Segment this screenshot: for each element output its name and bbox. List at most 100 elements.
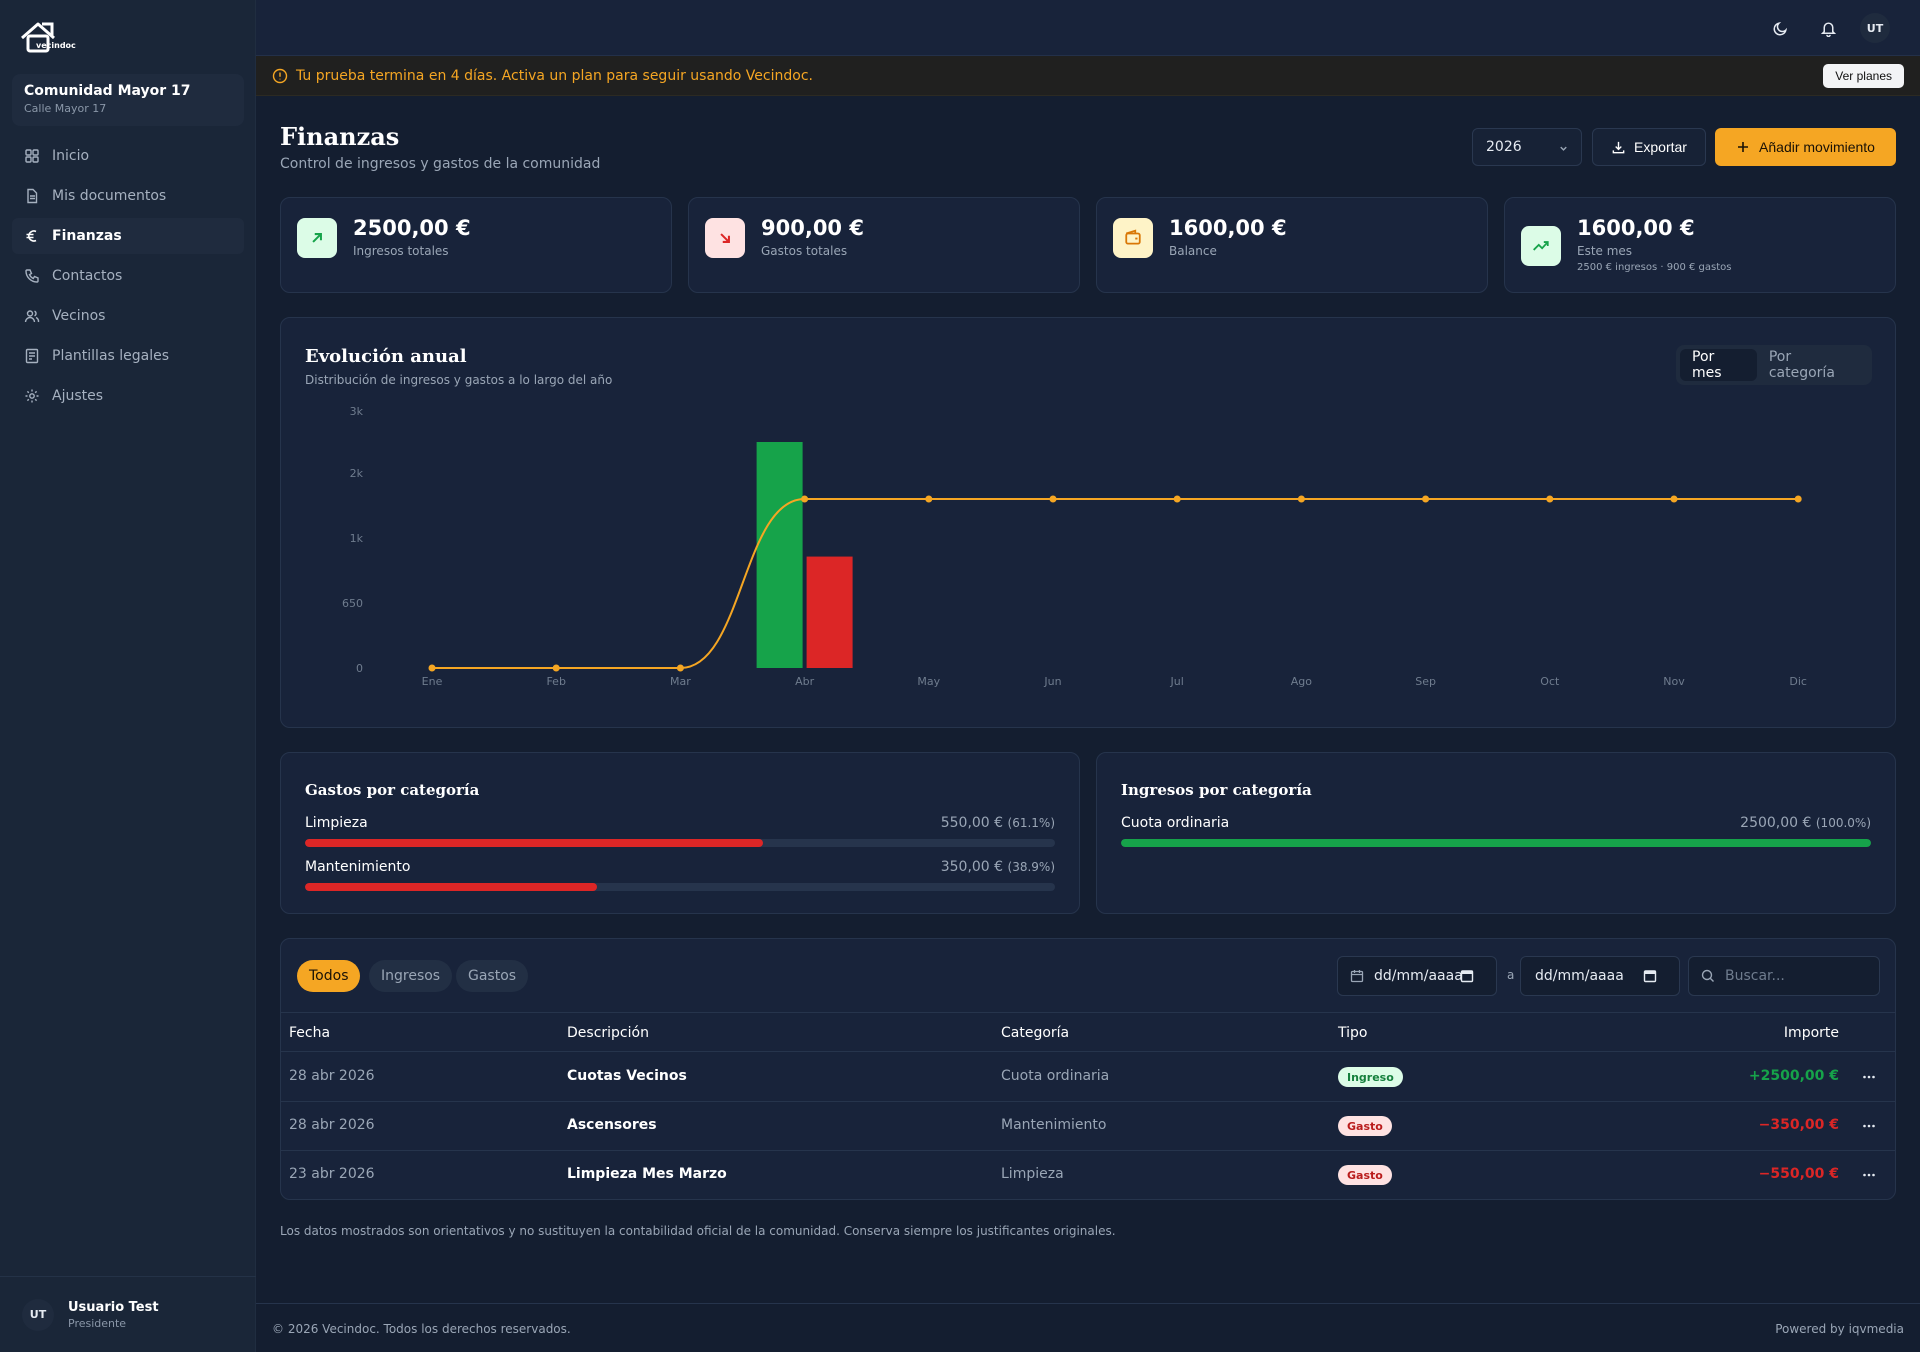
powered-by-link[interactable]: Powered by iqvmedia xyxy=(1775,1322,1904,1336)
sidebar-item-ajustes[interactable]: Ajustes xyxy=(12,378,244,414)
filter-todos[interactable]: Todos xyxy=(297,960,361,992)
alert-icon xyxy=(272,68,288,83)
disclaimer: Los datos mostrados son orientativos y n… xyxy=(280,1224,1116,1238)
category-name: Limpieza xyxy=(305,815,368,831)
column-header-importe[interactable]: Importe xyxy=(1783,1025,1839,1041)
view-plans-button[interactable]: Ver planes xyxy=(1823,64,1904,88)
table-row[interactable]: 28 abr 2026 Ascensores Mantenimiento Gas… xyxy=(281,1102,1895,1151)
y-tick-label: 3k xyxy=(350,405,364,418)
table-row[interactable]: 23 abr 2026 Limpieza Mes Marzo Limpieza … xyxy=(281,1151,1895,1200)
filter-gastos[interactable]: Gastos xyxy=(456,960,529,992)
table-row[interactable]: 28 abr 2026 Cuotas Vecinos Cuota ordinar… xyxy=(281,1053,1895,1102)
column-header-tipo[interactable]: Tipo xyxy=(1338,1025,1368,1041)
sidebar-item-inicio[interactable]: Inicio xyxy=(12,138,244,174)
y-tick-label: 1k xyxy=(350,532,364,545)
table-body: 28 abr 2026 Cuotas Vecinos Cuota ordinar… xyxy=(281,1053,1895,1200)
balance-point xyxy=(925,495,933,503)
arrow-up-right-icon xyxy=(297,218,337,258)
category-value: 2500,00 € xyxy=(1740,815,1812,831)
date-from-input[interactable]: dd/mm/aaaa xyxy=(1337,956,1497,996)
user-menu[interactable]: UT Usuario Test Presidente xyxy=(0,1276,256,1352)
community-name: Comunidad Mayor 17 xyxy=(24,83,191,99)
row-amount: −350,00 € xyxy=(1758,1117,1839,1133)
stat-value: 1600,00 € xyxy=(1577,216,1695,240)
avatar[interactable]: UT xyxy=(1860,13,1890,43)
add-movement-label: Añadir movimiento xyxy=(1759,139,1875,155)
income-by-category-card: Ingresos por categoría Cuota ordinaria 2… xyxy=(1096,752,1896,914)
calendar-picker-icon[interactable] xyxy=(1460,969,1474,983)
balance-point xyxy=(1794,495,1802,503)
more-icon[interactable] xyxy=(1859,1067,1879,1087)
balance-point xyxy=(552,664,560,672)
chart-subtitle: Distribución de ingresos y gastos a lo l… xyxy=(305,373,613,387)
stat-label: Este mes xyxy=(1577,244,1633,258)
income-category-title: Ingresos por categoría xyxy=(1121,781,1312,799)
community-switcher[interactable]: Comunidad Mayor 17 Calle Mayor 17 xyxy=(12,74,244,126)
date-range-separator: a xyxy=(1507,968,1515,982)
bar-expense xyxy=(806,556,853,668)
sidebar: vecindoc Comunidad Mayor 17 Calle Mayor … xyxy=(0,0,256,1352)
search-placeholder: Buscar... xyxy=(1725,968,1785,984)
export-button[interactable]: Exportar xyxy=(1592,128,1706,166)
more-icon[interactable] xyxy=(1859,1165,1879,1185)
stat-value: 900,00 € xyxy=(761,216,864,240)
x-tick-label: Mar xyxy=(670,675,691,688)
toggle-by-month[interactable]: Por mes xyxy=(1680,349,1757,381)
search-icon xyxy=(1701,969,1714,982)
community-address: Calle Mayor 17 xyxy=(24,102,107,115)
trial-banner: Tu prueba termina en 4 días. Activa un p… xyxy=(256,56,1920,96)
y-tick-label: 0 xyxy=(356,662,363,675)
type-badge: Gasto xyxy=(1338,1116,1392,1136)
download-icon xyxy=(1612,141,1625,153)
stat-card-expenses: 900,00 € Gastos totales xyxy=(688,197,1080,293)
sidebar-nav: Inicio Mis documentos Finanzas Contactos… xyxy=(12,138,244,418)
template-icon xyxy=(24,348,40,364)
logo-text: vecindoc xyxy=(36,41,76,50)
toggle-by-category[interactable]: Por categoría xyxy=(1768,349,1835,381)
row-date: 23 abr 2026 xyxy=(289,1166,375,1182)
movements-card: Todos Ingresos Gastos dd/mm/aaaa a dd/mm… xyxy=(280,938,1896,1200)
category-name: Cuota ordinaria xyxy=(1121,815,1230,831)
stat-card-income: 2500,00 € Ingresos totales xyxy=(280,197,672,293)
year-value: 2026 xyxy=(1486,139,1522,155)
expenses-category-title: Gastos por categoría xyxy=(305,781,480,799)
date-from-placeholder: dd/mm/aaaa xyxy=(1374,968,1463,984)
filter-ingresos[interactable]: Ingresos xyxy=(369,960,453,992)
date-to-input[interactable]: dd/mm/aaaa xyxy=(1520,956,1680,996)
sidebar-item-contactos[interactable]: Contactos xyxy=(12,258,244,294)
bell-icon[interactable] xyxy=(1816,16,1840,40)
more-icon[interactable] xyxy=(1859,1116,1879,1136)
euro-icon xyxy=(24,228,40,244)
annual-chart: 0 650 1k 2k 3k Ene Feb Mar Abr May Jun Jul Ago Sep Oct… xyxy=(342,405,1807,688)
vecindoc-logo[interactable] xyxy=(20,18,80,54)
sidebar-item-finanzas[interactable]: Finanzas xyxy=(12,218,244,254)
add-movement-button[interactable]: Añadir movimiento xyxy=(1715,128,1896,166)
column-header-descripcion[interactable]: Descripción xyxy=(567,1025,649,1041)
x-tick-label: Abr xyxy=(795,675,815,688)
sidebar-item-documentos[interactable]: Mis documentos xyxy=(12,178,244,214)
calendar-picker-icon[interactable] xyxy=(1643,969,1657,983)
column-header-fecha[interactable]: Fecha xyxy=(289,1025,331,1041)
row-amount: −550,00 € xyxy=(1758,1166,1839,1182)
sidebar-item-label: Mis documentos xyxy=(52,188,167,204)
progress-fill xyxy=(1121,839,1871,847)
year-select[interactable]: 2026 xyxy=(1472,128,1582,166)
trending-up-icon xyxy=(1521,226,1561,266)
row-category: Limpieza xyxy=(1001,1166,1064,1182)
progress-fill xyxy=(305,839,764,847)
row-date: 28 abr 2026 xyxy=(289,1117,375,1133)
moon-icon[interactable] xyxy=(1768,16,1792,40)
sidebar-item-plantillas[interactable]: Plantillas legales xyxy=(12,338,244,374)
category-pct: (61.1%) xyxy=(1007,816,1055,830)
balance-point xyxy=(428,664,436,672)
y-tick-label: 650 xyxy=(342,597,363,610)
grid-icon xyxy=(24,148,40,164)
stat-label: Gastos totales xyxy=(761,244,848,258)
search-input[interactable]: Buscar... xyxy=(1688,956,1880,996)
column-header-categoria[interactable]: Categoría xyxy=(1001,1025,1070,1041)
category-row: Cuota ordinaria 2500,00 € (100.0%) xyxy=(1121,815,1871,847)
progress-fill xyxy=(305,883,597,891)
category-row: Limpieza 550,00 € (61.1%) xyxy=(305,815,1055,847)
type-badge: Ingreso xyxy=(1338,1067,1403,1087)
sidebar-item-vecinos[interactable]: Vecinos xyxy=(12,298,244,334)
